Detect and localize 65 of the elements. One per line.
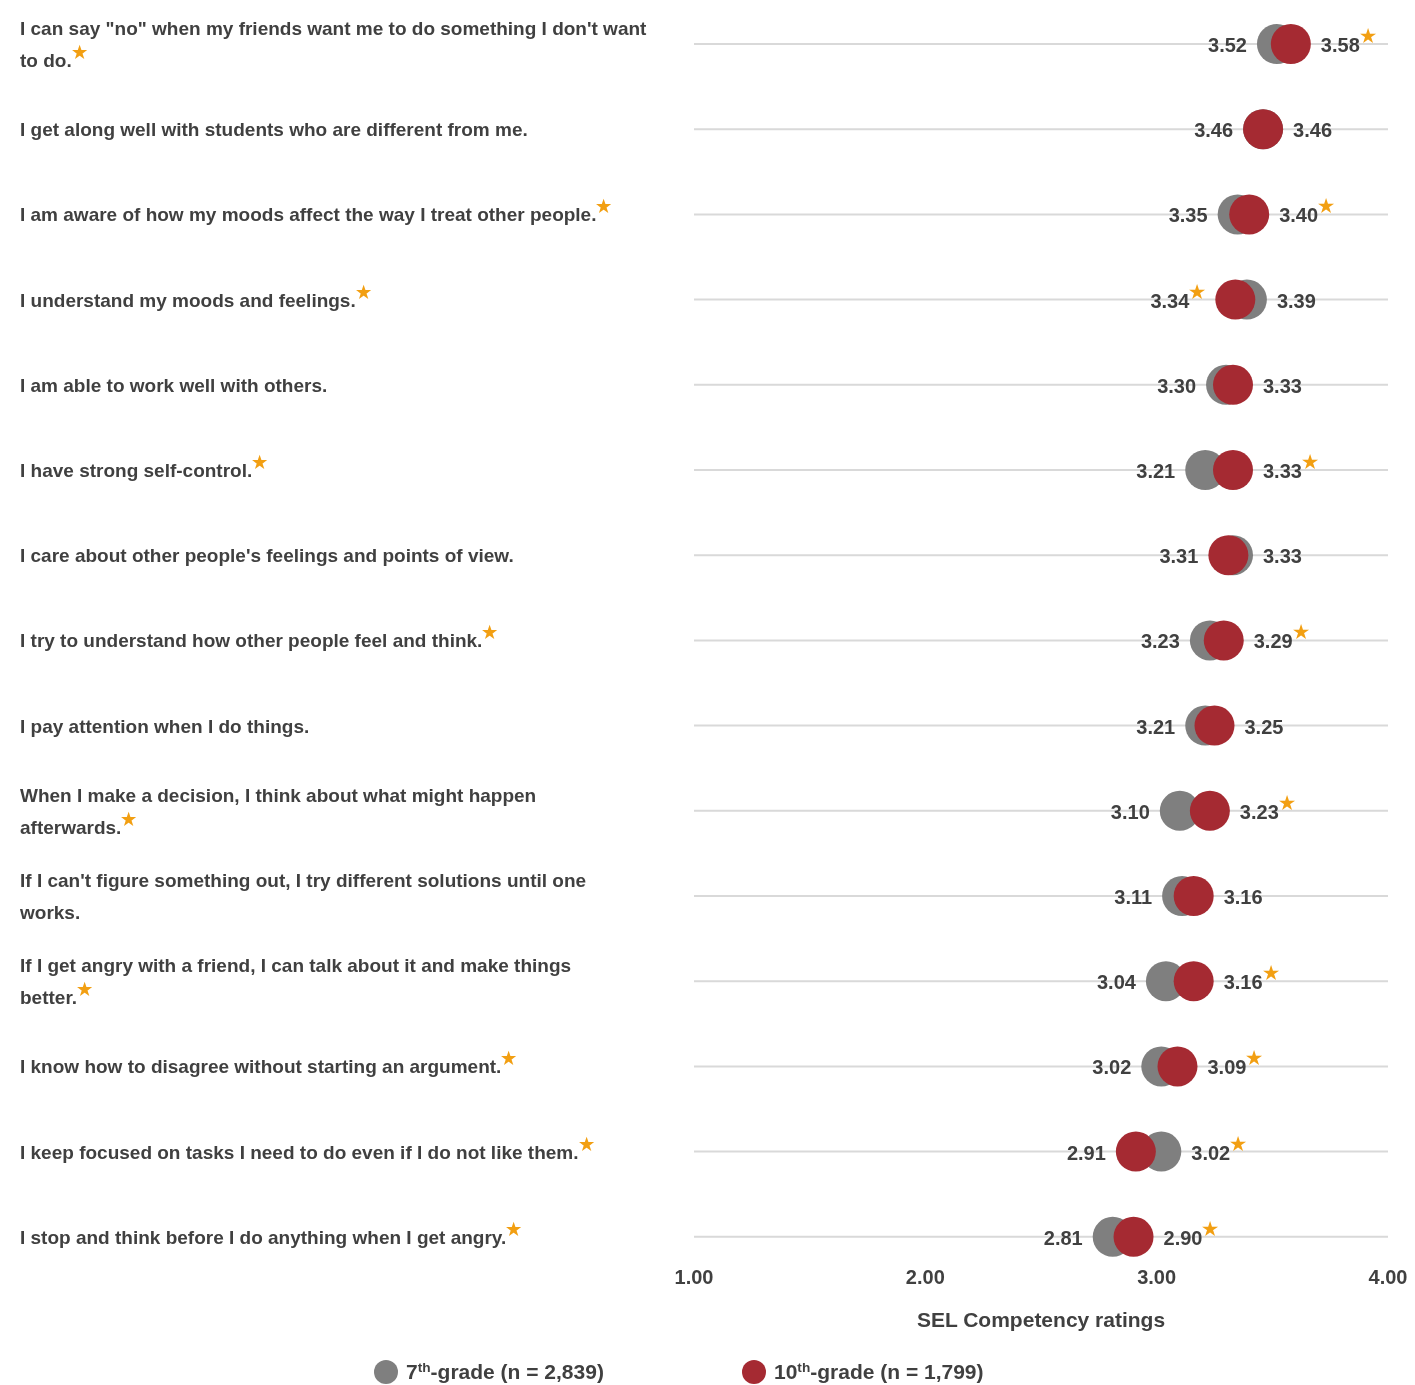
- point: [1213, 364, 1254, 405]
- data-label: 3.58$^{★}$: [1320, 26, 1377, 56]
- data-label: 3.33$^{★}$: [1263, 452, 1319, 482]
- data-label: 3.35: [1168, 204, 1208, 227]
- x-tick-label: 3.00: [1137, 1265, 1177, 1288]
- point: [1203, 620, 1244, 661]
- data-label: 3.34$^{★}$: [1150, 281, 1207, 312]
- data-label: 3.40$^{★}$: [1279, 196, 1336, 227]
- x-axis-title: SEL Competency ratings: [916, 1307, 1166, 1331]
- point: [1229, 194, 1270, 235]
- point: [1270, 24, 1311, 64]
- legend-label: 7$^{th}$-grade (n = 2,839): [406, 1359, 604, 1383]
- point: [1189, 790, 1230, 831]
- y-tick-label: I stop and think before I do anything when I get angry.$^{★}$: [20, 1219, 523, 1248]
- data-label: 3.25: [1244, 715, 1284, 738]
- data-label: 3.16: [1223, 886, 1263, 908]
- data-label: 3.10: [1110, 800, 1150, 823]
- data-label: 3.21: [1136, 715, 1176, 738]
- y-tick-label: If I get angry with a friend, I can talk about it and make things better.$^{★}$: [20, 955, 572, 1009]
- data-label: 2.81: [1043, 1226, 1083, 1249]
- y-tick-label: I care about other people's feelings and points of view.: [20, 545, 514, 567]
- point: [1157, 1046, 1198, 1087]
- point: [1173, 961, 1214, 1002]
- point: [1173, 876, 1214, 916]
- data-label: 3.21: [1136, 460, 1176, 482]
- data-label: 3.23$^{★}$: [1239, 792, 1296, 823]
- y-tick-label: I know how to disagree without starting an argument.$^{★}$: [20, 1048, 518, 1078]
- y-tick-label: I can say "no" when my friends want me to do something I don't want to do.$^{★}$: [20, 18, 648, 71]
- data-label: 3.29$^{★}$: [1253, 622, 1310, 653]
- y-tick-label: I am aware of how my moods affect the way I treat other people.$^{★}$: [20, 196, 613, 226]
- y-tick-label: I understand my moods and feelings.$^{★}$: [20, 282, 372, 311]
- data-label: 2.90$^{★}$: [1163, 1218, 1220, 1249]
- point: [1194, 705, 1235, 746]
- data-label: 2.91: [1066, 1141, 1106, 1164]
- data-label: 3.09$^{★}$: [1207, 1048, 1264, 1079]
- data-label: 3.33: [1263, 545, 1302, 568]
- data-label: 3.33: [1263, 374, 1302, 397]
- data-label: 3.11: [1114, 886, 1153, 908]
- data-label: 3.02: [1092, 1056, 1132, 1079]
- data-label: 3.02$^{★}$: [1191, 1133, 1248, 1164]
- data-label: 3.46: [1293, 119, 1333, 142]
- x-tick-label: 1.00: [674, 1265, 714, 1288]
- y-tick-label: I am able to work well with others.: [20, 374, 328, 396]
- data-label: 3.39: [1276, 289, 1316, 312]
- x-tick-label: 2.00: [905, 1265, 945, 1288]
- y-tick-label: I get along well with students who are different from me.: [20, 119, 528, 141]
- y-tick-label: I have strong self-control.$^{★}$: [20, 452, 269, 481]
- y-tick-label: I pay attention when I do things.: [20, 715, 310, 737]
- y-tick-label: I try to understand how other people feel and think.$^{★}$: [20, 622, 499, 652]
- data-label: 3.16$^{★}$: [1223, 963, 1280, 994]
- y-tick-label: I keep focused on tasks I need to do even if I do not like them.$^{★}$: [20, 1134, 595, 1163]
- point: [1213, 450, 1254, 490]
- data-label: 3.30: [1157, 374, 1197, 397]
- y-tick-label: If I can't figure something out, I try different solutions until one works.: [19, 870, 587, 923]
- data-label: 3.46: [1194, 119, 1234, 142]
- y-tick-label: When I make a decision, I think about what might happen afterwards.$^{★}$: [20, 784, 537, 838]
- data-label: 3.31: [1159, 545, 1199, 568]
- point: [1215, 279, 1256, 320]
- data-label: 3.04: [1096, 971, 1137, 994]
- point: [1113, 1216, 1154, 1257]
- data-label: 3.23: [1140, 630, 1180, 653]
- data-label: 3.52: [1208, 34, 1247, 56]
- x-tick-label: 4.00: [1368, 1265, 1408, 1288]
- legend-label: 10$^{th}$-grade (n = 1,799): [774, 1359, 984, 1383]
- point: [1115, 1131, 1156, 1172]
